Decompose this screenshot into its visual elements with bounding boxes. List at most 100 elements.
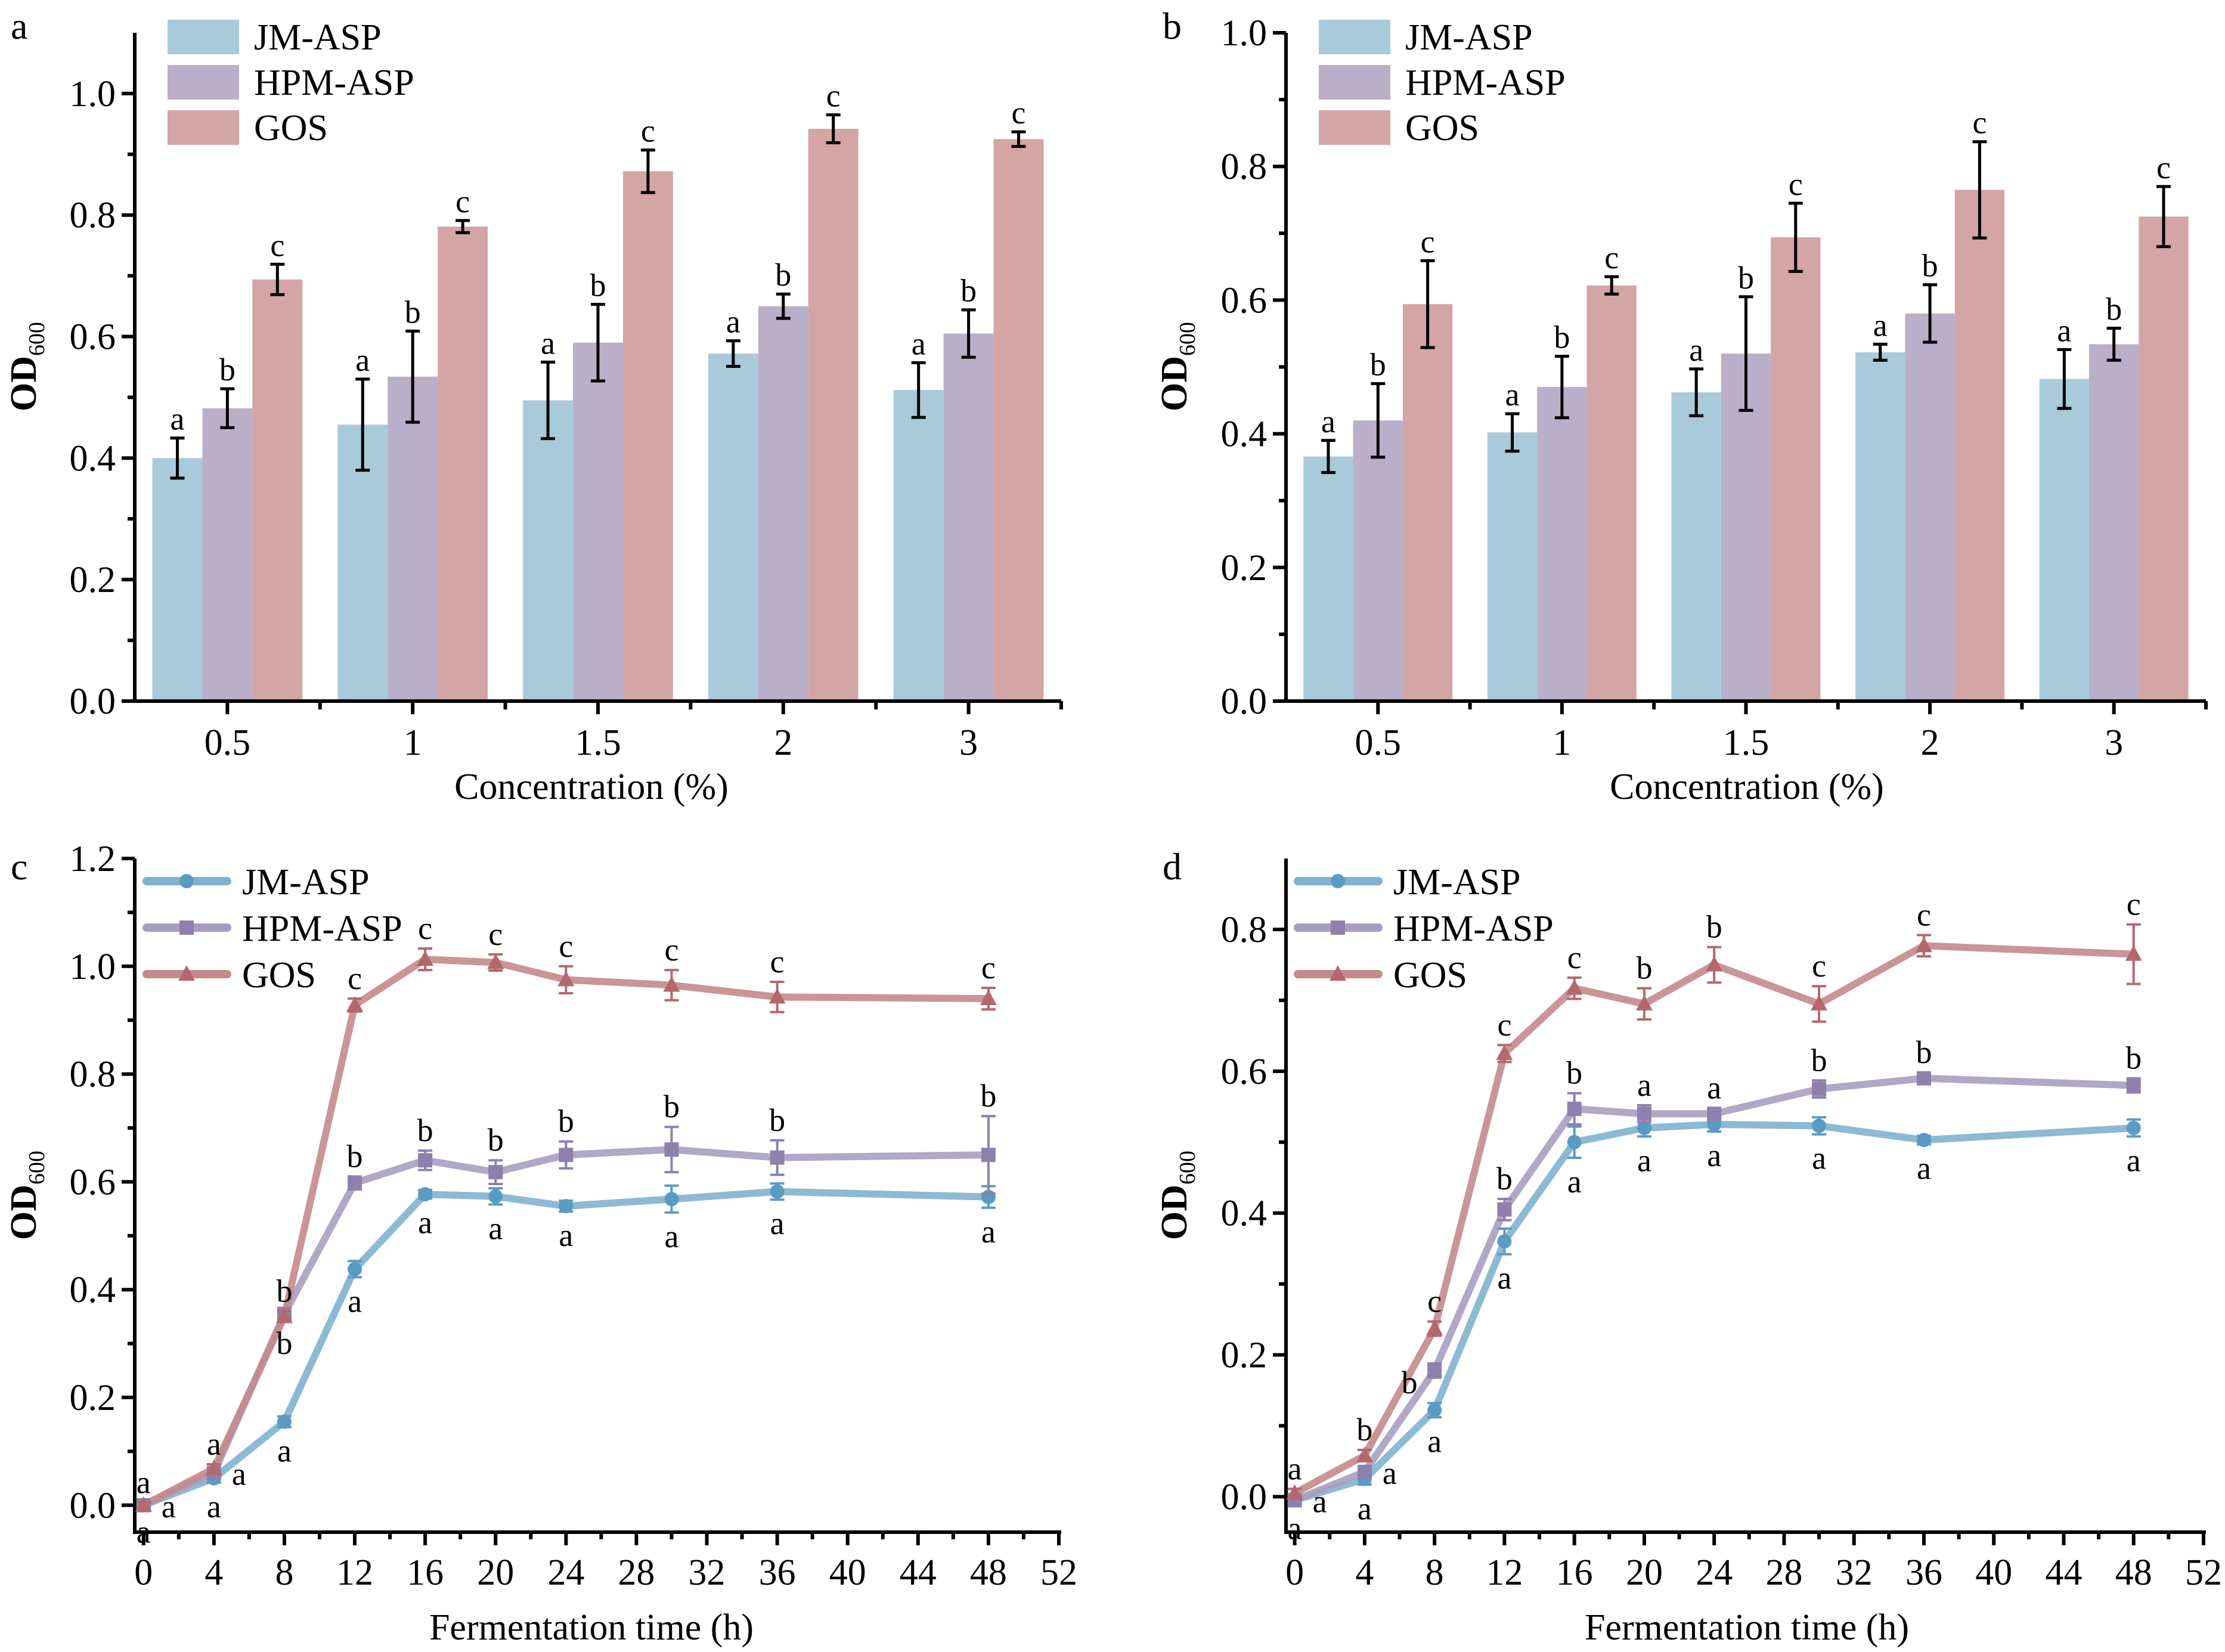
- y-axis-title: OD600: [1154, 1151, 1200, 1240]
- legend-marker-jm-asp: [179, 874, 194, 888]
- x-tick-label: 4: [204, 1552, 223, 1593]
- data-point-gos: [275, 1307, 293, 1324]
- significance-label: a: [664, 1219, 678, 1254]
- significance-label: c: [1972, 105, 1987, 141]
- data-point-gos: [205, 1459, 222, 1476]
- x-tick-label: 32: [689, 1552, 726, 1593]
- significance-label: c: [1497, 1007, 1511, 1043]
- x-tick-label: 1: [1552, 723, 1571, 763]
- y-tick-label: 0.4: [70, 438, 116, 479]
- data-point-hpm-asp: [1916, 1071, 1931, 1086]
- significance-label: b: [405, 294, 421, 330]
- data-point-jm-asp: [559, 1199, 574, 1214]
- significance-label: a: [137, 1464, 151, 1500]
- legend-label-hpm-asp: HPM-ASP: [254, 63, 414, 103]
- significance-label: a: [912, 326, 926, 361]
- x-tick-label: 24: [1696, 1552, 1733, 1593]
- panel-letter: c: [11, 845, 27, 888]
- x-tick-label: 1.5: [1723, 723, 1770, 763]
- y-tick-label: 0.6: [70, 1162, 116, 1202]
- significance-label: a: [1873, 307, 1888, 343]
- significance-label: c: [488, 916, 503, 952]
- x-tick-label: 48: [2115, 1552, 2152, 1593]
- data-point-hpm-asp: [1637, 1107, 1651, 1121]
- y-tick-label: 0.4: [1221, 1194, 1268, 1234]
- significance-label: b: [347, 1138, 363, 1174]
- legend-swatch-jm-asp: [168, 20, 239, 54]
- data-point-gos: [417, 950, 434, 966]
- x-axis-title: Concentration (%): [454, 767, 729, 807]
- data-point-hpm-asp: [2126, 1078, 2141, 1093]
- bar-hpm-asp: [1353, 420, 1403, 699]
- significance-label: a: [207, 1489, 221, 1524]
- significance-label: b: [219, 352, 235, 388]
- data-point-hpm-asp: [418, 1153, 433, 1168]
- significance-label: a: [1313, 1483, 1327, 1519]
- significance-label: c: [641, 113, 655, 149]
- data-point-gos: [1426, 1319, 1443, 1335]
- significance-label: a: [1288, 1511, 1302, 1546]
- data-point-jm-asp: [1497, 1234, 1512, 1249]
- data-point-gos: [768, 988, 786, 1004]
- significance-label: c: [770, 944, 785, 980]
- significance-label: a: [1383, 1455, 1397, 1491]
- data-point-jm-asp: [664, 1192, 679, 1207]
- significance-label: b: [1554, 320, 1570, 355]
- data-point-hpm-asp: [488, 1165, 503, 1180]
- y-tick-label: 0.8: [1221, 910, 1268, 950]
- data-point-jm-asp: [1567, 1135, 1582, 1149]
- significance-label: a: [418, 1204, 432, 1240]
- data-point-gos: [1915, 937, 1932, 953]
- y-tick-label: 1.0: [70, 74, 116, 114]
- significance-label: c: [455, 184, 470, 219]
- bar-jm-asp: [523, 400, 574, 699]
- legend-label-gos: GOS: [242, 955, 316, 996]
- significance-label: c: [418, 910, 432, 946]
- x-tick-label: 12: [336, 1552, 373, 1593]
- legend-label-jm-asp: JM-ASP: [1393, 862, 1521, 903]
- legend-marker-jm-asp: [1331, 874, 1345, 888]
- series-line-gos: [140, 956, 992, 1509]
- data-point-hpm-asp: [348, 1176, 362, 1191]
- bar-gos: [808, 129, 859, 699]
- significance-label: c: [2156, 150, 2171, 185]
- significance-label: a: [981, 1214, 996, 1250]
- bar-gos: [438, 227, 488, 700]
- significance-label: c: [348, 960, 362, 996]
- x-tick-label: 2: [774, 723, 792, 763]
- x-tick-label: 48: [970, 1552, 1007, 1593]
- legend-label-jm-asp: JM-ASP: [254, 17, 382, 58]
- panel-a-bar-chart: a0.00.20.40.60.81.0OD6000.5abc1abc1.5abc…: [4, 5, 1063, 807]
- significance-label: a: [1358, 1490, 1372, 1526]
- significance-label: a: [1917, 1150, 1931, 1186]
- significance-label: a: [207, 1426, 221, 1462]
- bar-hpm-asp: [573, 342, 623, 699]
- significance-label: b: [1370, 347, 1386, 383]
- x-tick-label: 20: [477, 1552, 514, 1593]
- x-tick-label: 28: [1765, 1552, 1802, 1593]
- data-point-jm-asp: [488, 1189, 503, 1204]
- y-tick-label: 0.6: [1221, 280, 1268, 321]
- data-point-gos: [346, 996, 364, 1012]
- data-point-gos: [1286, 1484, 1303, 1500]
- x-axis-title: Fermentation time (h): [1585, 1607, 1909, 1648]
- significance-label: a: [1812, 1140, 1826, 1176]
- x-tick-label: 44: [900, 1552, 937, 1593]
- legend-swatch-hpm-asp: [1319, 65, 1390, 100]
- data-point-gos: [487, 953, 504, 969]
- significance-label: c: [1604, 240, 1619, 275]
- legend-swatch-gos: [1319, 110, 1390, 145]
- y-axis-title: OD600: [1154, 322, 1200, 411]
- significance-label: a: [232, 1456, 246, 1492]
- data-point-gos: [1356, 1446, 1373, 1462]
- data-point-gos: [980, 990, 997, 1006]
- panel-letter: d: [1163, 845, 1182, 888]
- data-point-jm-asp: [1637, 1121, 1651, 1135]
- significance-label: c: [1427, 1284, 1442, 1319]
- x-tick-label: 16: [407, 1552, 444, 1593]
- significance-label: a: [137, 1514, 151, 1549]
- legend-label-hpm-asp: HPM-ASP: [242, 909, 402, 949]
- significance-label: a: [770, 1205, 785, 1241]
- x-tick-label: 2: [1921, 723, 1939, 763]
